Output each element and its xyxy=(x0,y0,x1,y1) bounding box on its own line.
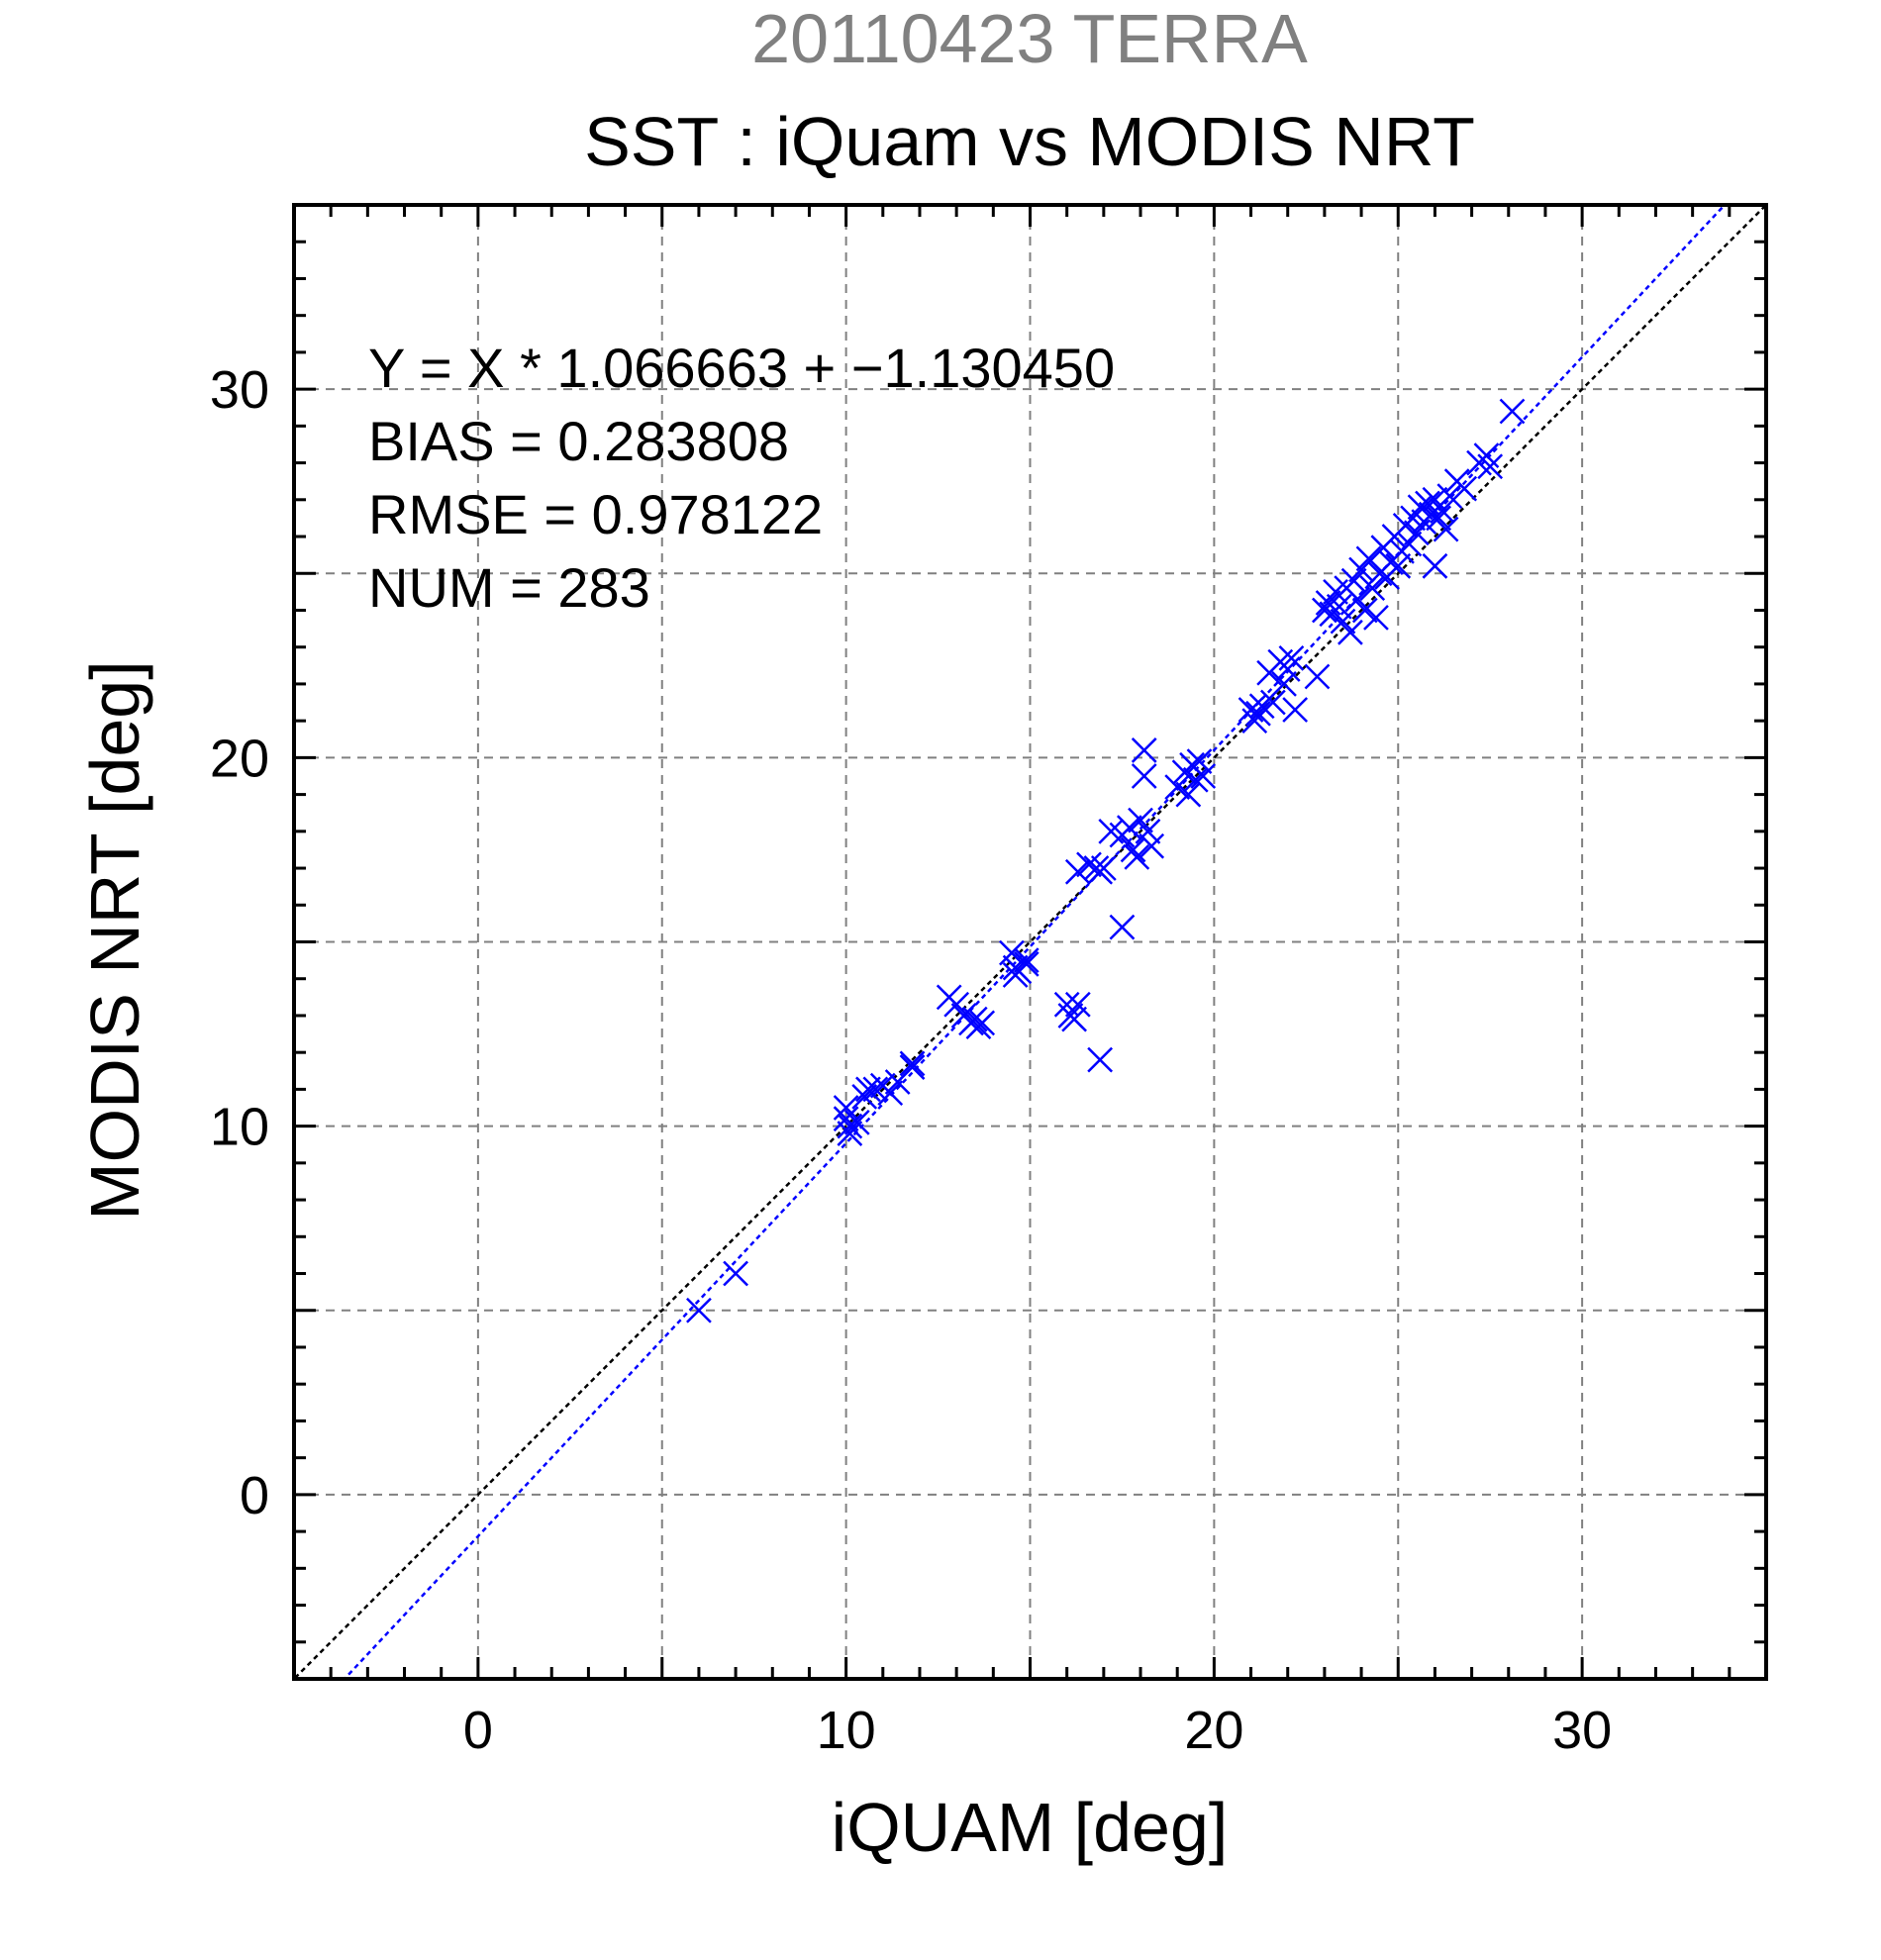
data-point xyxy=(1477,453,1504,480)
data-point xyxy=(1120,836,1146,863)
data-point xyxy=(1087,1046,1114,1073)
bias-stat: BIAS = 0.283808 xyxy=(368,410,789,472)
chart-subtitle: SST : iQuam vs MODIS NRT xyxy=(584,103,1475,180)
data-point xyxy=(1076,851,1102,878)
reference-lines xyxy=(294,205,1766,1679)
plot-frame xyxy=(292,203,1768,1681)
data-point xyxy=(1403,520,1430,546)
data-point xyxy=(686,1297,712,1323)
data-point xyxy=(1433,516,1459,542)
x-axis-label: iQUAM [deg] xyxy=(832,1789,1229,1866)
data-point xyxy=(1175,781,1202,808)
data-point xyxy=(943,991,970,1018)
fit-line xyxy=(343,205,1727,1679)
y-tick-label: 30 xyxy=(210,360,269,420)
grid xyxy=(294,205,1766,1679)
data-point xyxy=(862,1076,889,1103)
data-point xyxy=(1278,644,1305,671)
regression-equation: Y = X * 1.066663 + −1.130450 xyxy=(368,337,1115,399)
data-point xyxy=(1109,914,1136,940)
data-point xyxy=(1385,552,1412,579)
data-point xyxy=(1426,505,1452,532)
data-point xyxy=(843,1110,870,1135)
data-point xyxy=(1186,748,1213,774)
stats-box: Y = X * 1.066663 + −1.130450 BIAS = 0.28… xyxy=(368,337,1115,619)
data-point xyxy=(1064,858,1091,885)
data-point xyxy=(1090,855,1117,881)
data-point xyxy=(1271,671,1297,697)
data-point xyxy=(877,1080,904,1107)
data-point xyxy=(1451,475,1478,502)
data-point xyxy=(1282,697,1309,723)
data-point xyxy=(1190,763,1217,789)
data-point xyxy=(837,1113,863,1139)
data-point xyxy=(1436,483,1463,509)
data-point xyxy=(837,1121,863,1146)
data-point xyxy=(1422,552,1448,579)
data-point xyxy=(1064,991,1091,1018)
tick-labels: 0 10 20 30 0 10 20 30 xyxy=(210,360,1612,1760)
data-point xyxy=(1131,737,1157,763)
scatter-points xyxy=(686,398,1526,1323)
data-point xyxy=(855,1076,881,1103)
data-point xyxy=(1013,950,1040,977)
y-tick-label: 0 xyxy=(240,1466,269,1525)
data-point xyxy=(1330,608,1356,635)
data-point xyxy=(969,1010,996,1036)
data-point xyxy=(1359,575,1386,602)
chart-title: 20110423 TERRA xyxy=(751,0,1308,77)
x-tick-label: 10 xyxy=(817,1701,876,1760)
data-point xyxy=(1259,689,1286,716)
data-point xyxy=(1363,605,1389,631)
data-point xyxy=(1337,619,1363,645)
data-point xyxy=(1351,597,1378,624)
x-tick-label: 20 xyxy=(1184,1701,1243,1760)
data-point xyxy=(1138,833,1165,859)
data-point xyxy=(1499,398,1526,425)
data-point xyxy=(899,1050,926,1077)
data-point xyxy=(1396,531,1423,557)
x-tick-label: 30 xyxy=(1552,1701,1612,1760)
y-tick-label: 10 xyxy=(210,1098,269,1157)
data-point xyxy=(1013,947,1040,973)
data-point xyxy=(1164,774,1191,801)
y-axis-label: MODIS NRT [deg] xyxy=(76,660,153,1220)
num-stat: NUM = 283 xyxy=(368,556,650,619)
y-tick-label: 20 xyxy=(210,729,269,788)
data-point xyxy=(1061,1006,1087,1032)
data-point xyxy=(961,1006,988,1032)
data-point xyxy=(1135,818,1161,844)
data-point xyxy=(1128,807,1153,833)
data-point xyxy=(1245,700,1271,727)
rmse-stat: RMSE = 0.978122 xyxy=(368,483,823,545)
data-point xyxy=(899,1054,926,1080)
data-point xyxy=(851,1083,878,1110)
data-point xyxy=(999,939,1025,966)
data-point xyxy=(1131,763,1157,789)
data-point xyxy=(1312,597,1337,624)
data-point xyxy=(1116,815,1142,840)
data-point xyxy=(1326,593,1352,620)
data-point xyxy=(1304,663,1331,690)
data-point xyxy=(723,1260,748,1287)
data-point xyxy=(1124,843,1150,870)
data-point xyxy=(1407,494,1434,521)
x-tick-label: 0 xyxy=(463,1701,493,1760)
